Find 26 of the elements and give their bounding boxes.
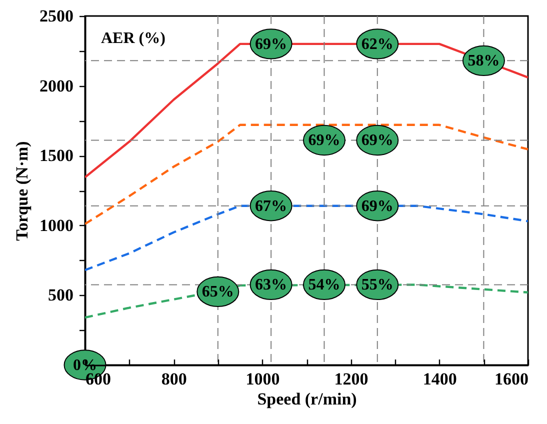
line-series	[85, 124, 528, 226]
x-axis-title: Speed (r/min)	[257, 390, 357, 408]
y-tick-label: 2500	[40, 6, 74, 26]
x-tick-label: 600	[86, 370, 111, 388]
annotation: 69%	[255, 36, 288, 53]
x-tick-label: 1600	[494, 370, 528, 388]
y-tick-label: 500	[48, 286, 74, 305]
annotation: 67%	[255, 198, 288, 215]
x-tick-label: 1200	[334, 370, 368, 388]
annotation: 62%	[361, 36, 394, 53]
x-tick-label: 1400	[422, 370, 457, 388]
annotation: 55%	[361, 276, 394, 294]
annotation: 69%	[361, 198, 394, 215]
y-tick-label: 1000	[40, 216, 74, 235]
annotation: 69%	[361, 132, 394, 150]
y-tick-label: 2000	[40, 76, 74, 96]
annotation: AER (%)	[101, 30, 166, 47]
x-tick-label: 1000	[246, 370, 280, 388]
y-axis-title: Torque (N·m)	[12, 141, 32, 241]
annotation: 54%	[308, 276, 340, 294]
annotation: 58%	[468, 52, 500, 70]
x-tick-label: 800	[161, 370, 187, 388]
annotation: 65%	[202, 284, 234, 301]
annotation: 69%	[308, 132, 340, 150]
y-tick-label: 1500	[40, 146, 74, 166]
annotation: 63%	[255, 276, 288, 294]
